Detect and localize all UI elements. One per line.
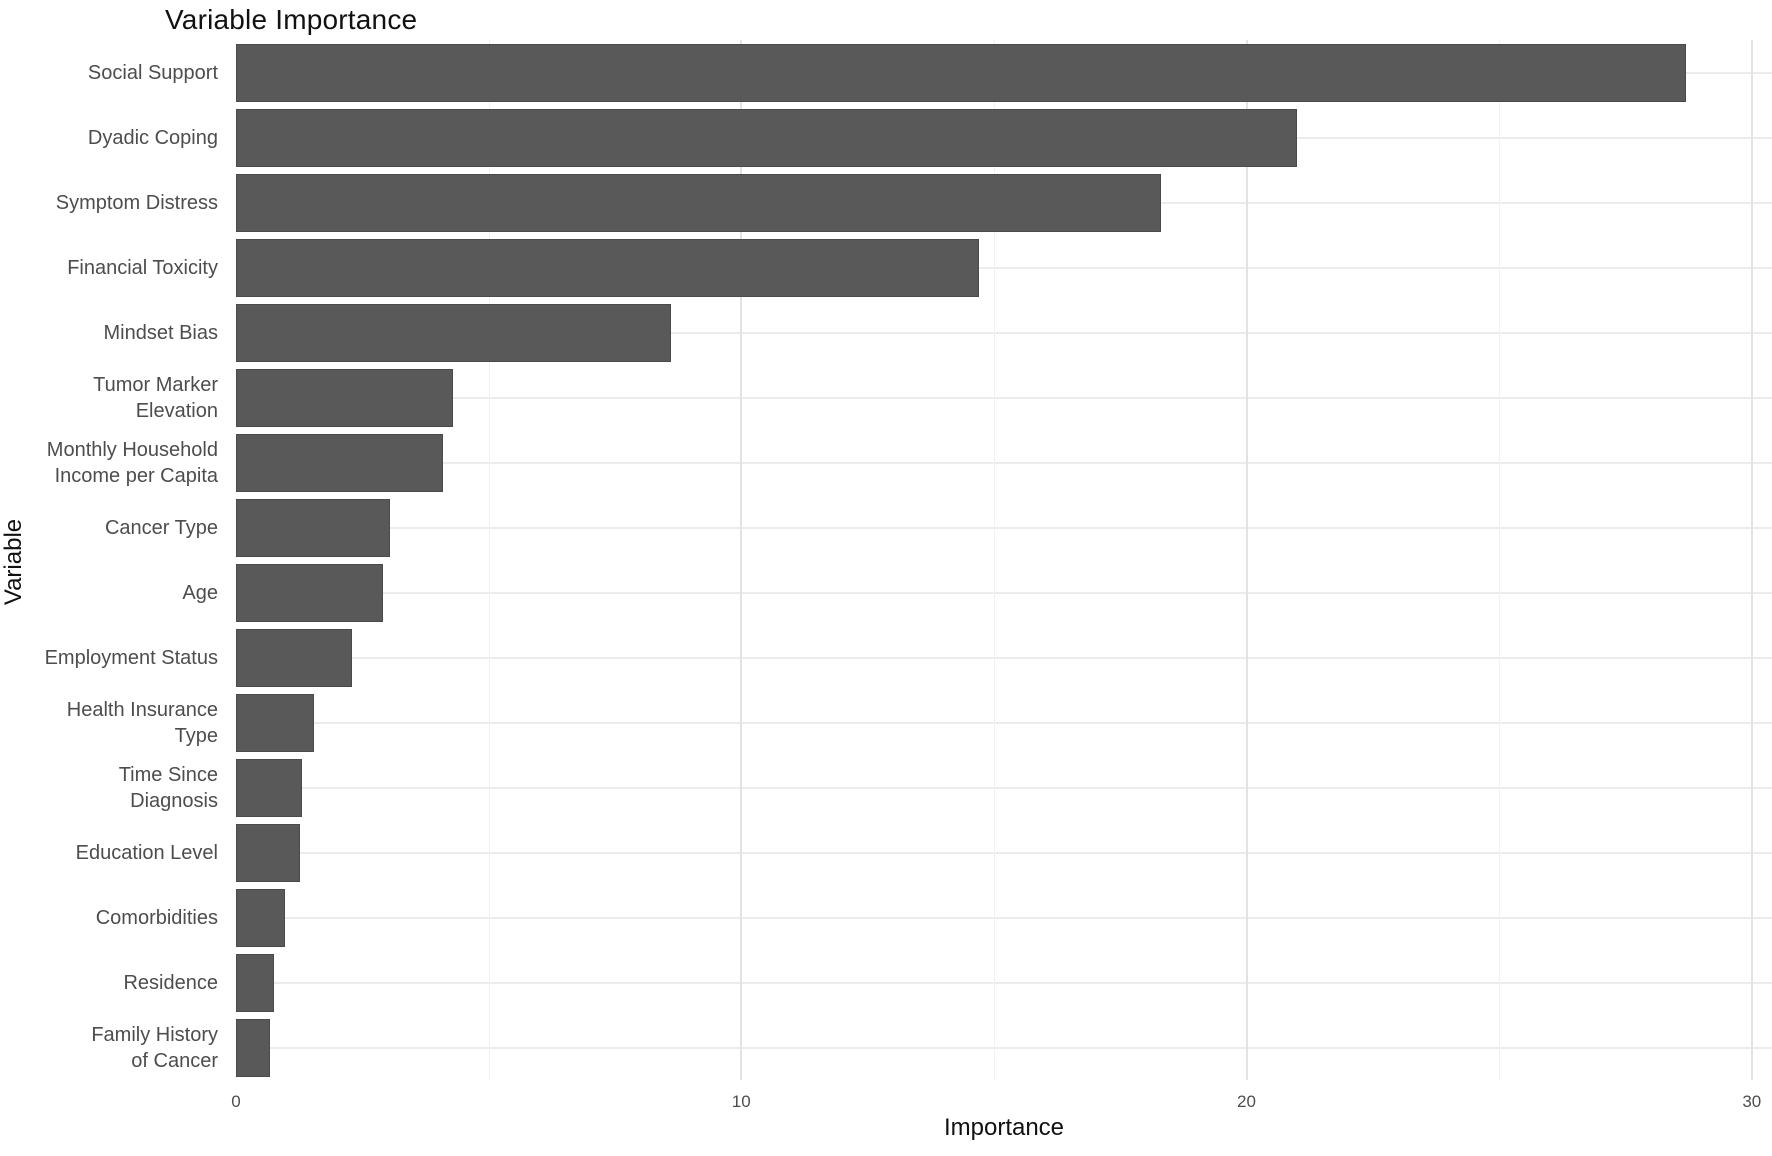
gridline-row bbox=[236, 526, 1772, 529]
gridline-row bbox=[236, 981, 1772, 984]
gridline-row bbox=[236, 331, 1772, 334]
bar-education-level bbox=[236, 823, 301, 882]
gridline-row bbox=[236, 656, 1772, 659]
bar-family-history-of-cancer bbox=[236, 1018, 271, 1077]
chart-title: Variable Importance bbox=[165, 4, 418, 35]
gridline-minor-vertical bbox=[1499, 40, 1501, 1080]
gridline-row bbox=[236, 591, 1772, 594]
gridline-minor-vertical bbox=[993, 40, 995, 1080]
gridline-row bbox=[236, 396, 1772, 399]
x-axis-tick-label: 30 bbox=[1742, 1092, 1762, 1111]
gridline-row bbox=[236, 786, 1772, 789]
x-axis-tick-label: 20 bbox=[1237, 1092, 1256, 1111]
bar-tumor-marker-elevation bbox=[236, 368, 454, 427]
bar-comorbidities bbox=[236, 888, 285, 947]
bar-health-insurance-type bbox=[236, 693, 315, 752]
y-axis-label: Health Insurance Type bbox=[66, 698, 218, 747]
gridline-major-vertical bbox=[740, 40, 743, 1080]
bar-financial-toxicity bbox=[236, 238, 979, 297]
bar-time-since-diagnosis bbox=[236, 758, 303, 817]
y-axis-label: Cancer Type bbox=[104, 516, 218, 539]
bar-age bbox=[236, 563, 383, 622]
gridline-row bbox=[236, 916, 1772, 919]
gridline-minor-vertical bbox=[488, 40, 490, 1080]
y-axis-label: Symptom Distress bbox=[55, 191, 218, 214]
gridline-major-vertical bbox=[1750, 40, 1753, 1080]
y-axis-title: Variable bbox=[0, 518, 27, 606]
y-axis-label-column: Social Support Dyadic Coping Symptom Distr… bbox=[0, 40, 226, 1080]
y-axis-label: Age bbox=[182, 581, 218, 604]
y-axis-label: Dyadic Coping bbox=[87, 126, 218, 149]
y-axis-label: Mindset Bias bbox=[103, 321, 219, 344]
bar-mindset-bias bbox=[236, 303, 671, 362]
bar-monthly-household-income-per-capita bbox=[236, 433, 444, 492]
gridline-row bbox=[236, 721, 1772, 724]
x-axis-title: Importance bbox=[943, 1114, 1065, 1141]
x-axis-tick-label: 10 bbox=[731, 1092, 751, 1111]
y-axis-label: Social Support bbox=[87, 61, 218, 84]
bar-employment-status bbox=[236, 628, 353, 687]
gridline-major-vertical bbox=[1245, 40, 1248, 1080]
y-axis-label: Employment Status bbox=[44, 646, 218, 669]
plot-panel bbox=[236, 40, 1772, 1080]
bar-social-support bbox=[236, 43, 1687, 102]
y-axis-label: Tumor Marker Elevation bbox=[93, 373, 218, 422]
y-axis-label: Family History of Cancer bbox=[91, 1023, 218, 1072]
bar-dyadic-coping bbox=[236, 108, 1298, 167]
x-axis-tick-label: 0 bbox=[231, 1092, 241, 1111]
bar-residence bbox=[236, 953, 274, 1012]
y-axis-label: Residence bbox=[123, 971, 218, 994]
gridline-row bbox=[236, 266, 1772, 269]
bar-cancer-type bbox=[236, 498, 391, 557]
y-axis-label: Comorbidities bbox=[95, 906, 218, 929]
gridline-row bbox=[236, 1046, 1772, 1049]
gridline-row bbox=[236, 851, 1772, 854]
y-axis-label: Time Since Diagnosis bbox=[118, 763, 218, 812]
bar-symptom-distress bbox=[236, 173, 1161, 232]
y-axis-label: Financial Toxicity bbox=[67, 256, 218, 279]
y-axis-label: Education Level bbox=[75, 841, 218, 864]
gridline-row bbox=[236, 461, 1772, 464]
y-axis-label: Monthly Household Income per Capita bbox=[46, 438, 218, 487]
